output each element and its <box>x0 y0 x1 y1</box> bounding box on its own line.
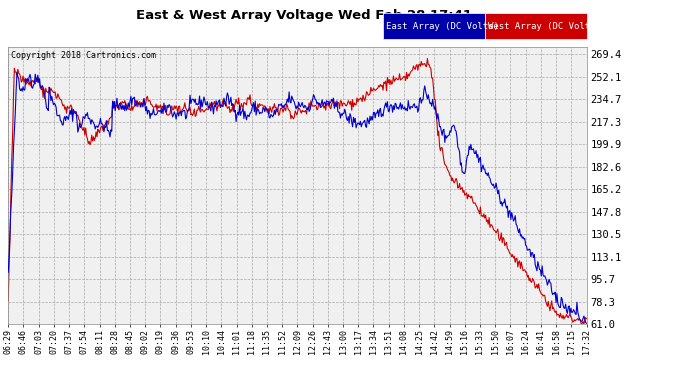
Text: Copyright 2018 Cartronics.com: Copyright 2018 Cartronics.com <box>11 51 156 60</box>
Text: West Array (DC Volts): West Array (DC Volts) <box>488 22 601 31</box>
Text: East & West Array Voltage Wed Feb 28 17:41: East & West Array Voltage Wed Feb 28 17:… <box>136 9 471 22</box>
Text: East Array (DC Volts): East Array (DC Volts) <box>386 22 499 31</box>
